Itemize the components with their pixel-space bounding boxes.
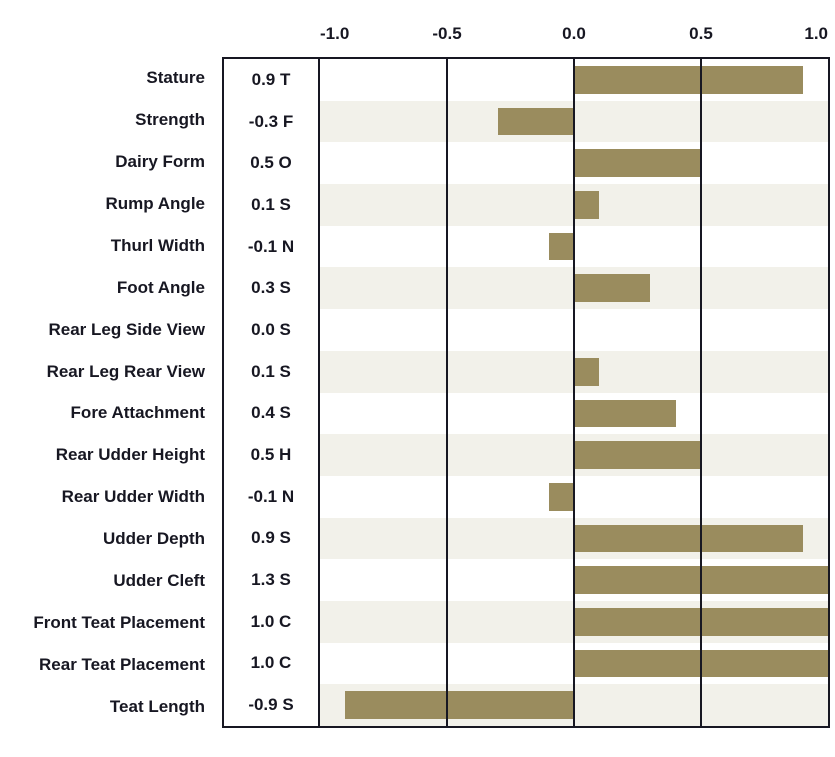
category-label: Rear Leg Rear View: [46, 361, 205, 381]
sta-value: -0.3 F: [248, 111, 294, 131]
bar: [574, 191, 600, 219]
category-label: Udder Depth: [103, 529, 205, 549]
category-label: Rump Angle: [105, 193, 205, 213]
category-labels: Stature Strength Dairy Form Rump Angle Thurl…: [0, 57, 214, 728]
bar: [574, 441, 701, 469]
plot-row: [320, 350, 828, 393]
x-tick-label: 0.0: [562, 24, 586, 43]
category-label: Fore Attachment: [70, 403, 205, 423]
plot-row: [320, 393, 828, 435]
sta-value: 0.5 O: [250, 153, 292, 173]
plot-row: [320, 309, 828, 351]
plot-row: [320, 476, 828, 518]
plot-row: [320, 184, 828, 226]
bar: [574, 66, 803, 94]
chart: 0.9 T -0.3 F 0.5 O 0.1 S -0.1 N 0.3 S 0.0 S 0.1…: [222, 57, 830, 728]
plot-row: [320, 517, 828, 560]
bar: [574, 274, 651, 303]
x-tick-label: 1.0: [804, 24, 828, 43]
sta-value: 1.3 S: [251, 570, 291, 590]
category-label: Rear Teat Placement: [39, 655, 205, 675]
sta-value: 1.0 C: [250, 611, 292, 631]
bar: [574, 607, 828, 636]
plot-row: [320, 559, 828, 601]
category-label: Stature: [146, 67, 205, 87]
sta-value: 0.9 S: [251, 528, 291, 548]
bar: [574, 399, 676, 428]
category-label: Strength: [135, 109, 205, 129]
category-label: Thurl Width: [110, 235, 205, 255]
x-tick-label: -0.5: [432, 24, 462, 43]
plot-row: [320, 226, 828, 268]
plot-row: [320, 100, 828, 143]
plot-row: [320, 59, 828, 101]
value-column: 0.9 T -0.3 F 0.5 O 0.1 S -0.1 N 0.3 S 0.0 S 0.1…: [224, 59, 320, 726]
plot-row: [320, 142, 828, 184]
category-label: Front Teat Placement: [33, 613, 205, 633]
bar: [574, 149, 701, 178]
sta-value: 0.4 S: [251, 403, 291, 423]
sta-value: 0.3 S: [251, 278, 291, 298]
category-label: Rear Udder Height: [55, 445, 205, 465]
x-tick-label: 0.5: [689, 24, 713, 43]
bar: [548, 232, 574, 261]
sta-value: -0.1 N: [247, 486, 295, 506]
bar: [345, 691, 574, 719]
plot-row: [320, 684, 828, 726]
category-label: Udder Cleft: [113, 571, 205, 591]
plot-row: [320, 267, 828, 310]
bar: [574, 524, 803, 553]
sta-value: 1.0 C: [250, 653, 292, 673]
sta-value: -0.1 N: [247, 236, 295, 256]
plot-row: [320, 434, 828, 476]
plot-row: [320, 600, 828, 643]
category-label: Foot Angle: [116, 277, 205, 297]
category-label: Rear Leg Side View: [48, 319, 205, 339]
x-tick-label: -1.0: [320, 24, 350, 43]
bar: [548, 482, 574, 511]
category-label: Rear Udder Width: [61, 487, 205, 507]
plot-rows: [320, 59, 828, 726]
sta-value: 0.1 S: [251, 194, 291, 214]
category-label: Dairy Form: [115, 151, 205, 171]
sta-value: 0.5 H: [250, 445, 292, 465]
bar: [497, 107, 574, 136]
bar: [574, 357, 600, 386]
sta-value: -0.9 S: [248, 695, 294, 715]
sta-value: 0.9 T: [251, 69, 291, 89]
plot-row: [320, 643, 828, 685]
x-axis: -1.0 -0.5 0.0 0.5 1.0: [320, 24, 828, 52]
bar: [574, 649, 828, 678]
sta-value: 0.1 S: [251, 361, 291, 381]
category-label: Teat Length: [109, 697, 205, 717]
bar: [574, 566, 828, 594]
plot-area: [320, 59, 828, 726]
sta-value: 0.0 S: [251, 319, 291, 339]
